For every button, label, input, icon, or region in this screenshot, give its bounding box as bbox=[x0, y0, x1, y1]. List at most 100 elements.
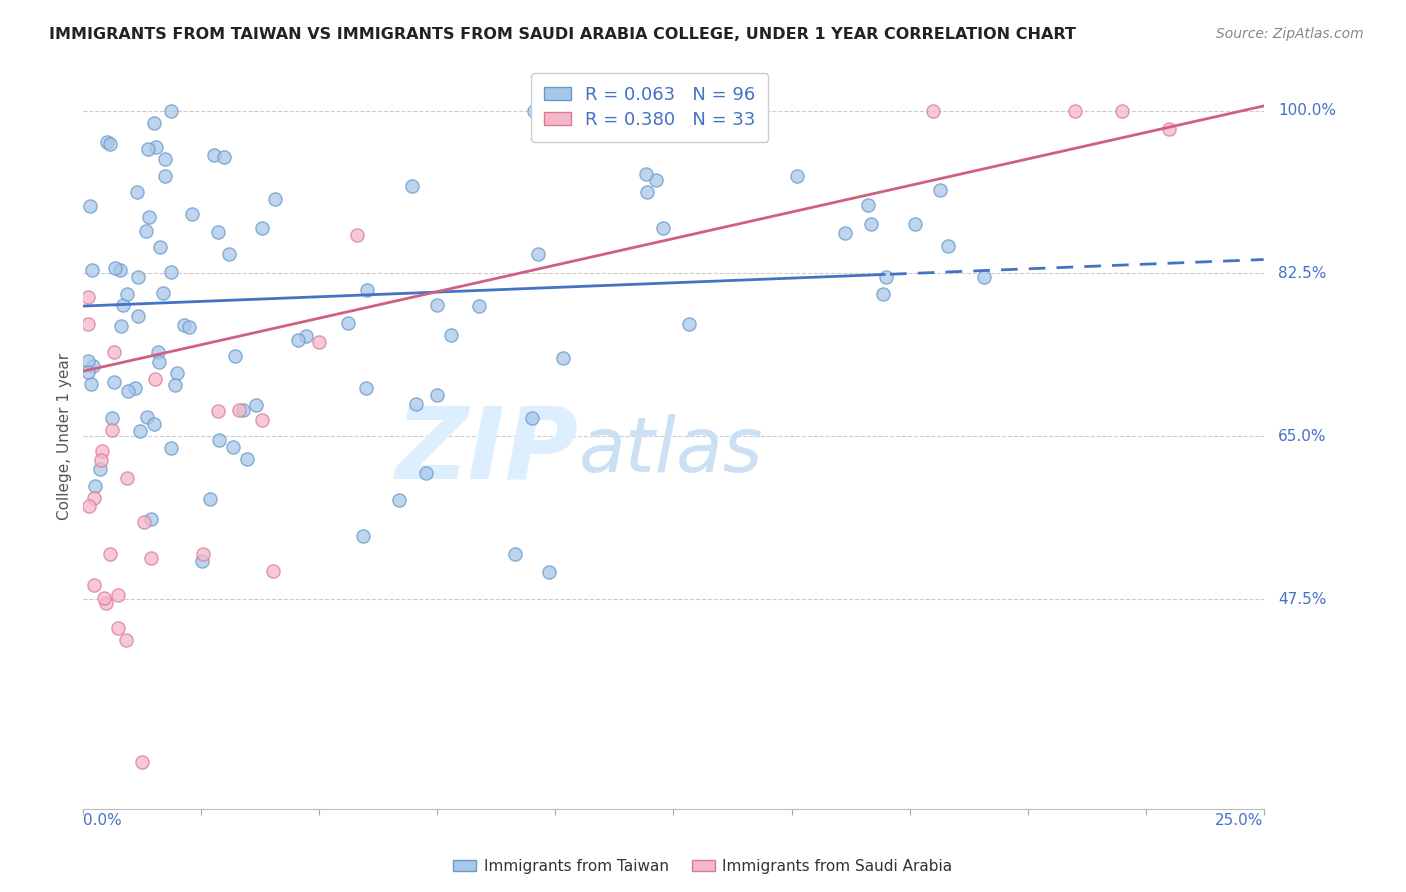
Point bbox=[191, 547, 214, 561]
Point bbox=[82, 359, 104, 373]
Point bbox=[786, 169, 808, 183]
Point bbox=[645, 173, 668, 187]
Point bbox=[104, 261, 127, 276]
Point bbox=[191, 553, 214, 567]
Point bbox=[626, 110, 648, 124]
Point bbox=[922, 103, 945, 118]
Y-axis label: College, Under 1 year: College, Under 1 year bbox=[58, 353, 72, 520]
Point bbox=[160, 442, 183, 456]
Text: 65.0%: 65.0% bbox=[1278, 429, 1326, 444]
Point bbox=[439, 327, 461, 342]
Text: atlas: atlas bbox=[579, 414, 763, 488]
Point bbox=[207, 225, 229, 239]
Point bbox=[107, 588, 129, 602]
Point bbox=[83, 491, 105, 505]
Point bbox=[129, 425, 152, 439]
Point bbox=[117, 384, 139, 398]
Point bbox=[904, 217, 927, 231]
Point bbox=[973, 269, 995, 284]
Point bbox=[159, 265, 181, 279]
Text: 0.0%: 0.0% bbox=[83, 814, 122, 829]
Point bbox=[173, 318, 195, 332]
Text: 47.5%: 47.5% bbox=[1278, 591, 1326, 607]
Point bbox=[236, 451, 259, 466]
Point bbox=[143, 417, 166, 431]
Point bbox=[83, 578, 105, 592]
Point bbox=[538, 565, 561, 579]
Point bbox=[212, 150, 235, 164]
Text: Source: ZipAtlas.com: Source: ZipAtlas.com bbox=[1216, 27, 1364, 41]
Point bbox=[148, 354, 170, 368]
Point bbox=[520, 410, 543, 425]
Point bbox=[93, 591, 115, 605]
Point bbox=[202, 148, 225, 162]
Point bbox=[180, 207, 202, 221]
Text: ZIP: ZIP bbox=[396, 403, 579, 500]
Point bbox=[98, 136, 121, 151]
Point bbox=[112, 298, 135, 312]
Point bbox=[152, 286, 174, 301]
Point bbox=[346, 227, 368, 242]
Point bbox=[163, 377, 186, 392]
Point bbox=[83, 479, 105, 493]
Point bbox=[131, 755, 153, 769]
Legend: R = 0.063   N = 96, R = 0.380   N = 33: R = 0.063 N = 96, R = 0.380 N = 33 bbox=[531, 73, 769, 142]
Point bbox=[405, 397, 427, 411]
Point bbox=[155, 152, 177, 166]
Point bbox=[856, 198, 879, 212]
Point bbox=[166, 366, 188, 380]
Point bbox=[77, 366, 100, 380]
Point bbox=[527, 247, 550, 261]
Point bbox=[107, 621, 129, 635]
Point bbox=[159, 103, 181, 118]
Point bbox=[80, 376, 103, 391]
Point bbox=[1063, 103, 1085, 118]
Point bbox=[928, 182, 950, 196]
Point bbox=[125, 185, 148, 199]
Point bbox=[401, 179, 423, 194]
Point bbox=[652, 220, 675, 235]
Point bbox=[117, 471, 139, 485]
Point bbox=[89, 462, 111, 476]
Point bbox=[207, 404, 229, 418]
Point bbox=[872, 287, 894, 301]
Text: 100.0%: 100.0% bbox=[1278, 103, 1336, 118]
Point bbox=[146, 344, 169, 359]
Point bbox=[79, 199, 101, 213]
Point bbox=[295, 328, 318, 343]
Point bbox=[678, 317, 700, 331]
Text: 25.0%: 25.0% bbox=[1215, 814, 1264, 829]
Point bbox=[1111, 103, 1133, 118]
Point bbox=[523, 103, 546, 118]
Point bbox=[415, 466, 437, 480]
Point bbox=[100, 548, 122, 562]
Point bbox=[208, 433, 231, 447]
Point bbox=[224, 349, 246, 363]
Point bbox=[138, 210, 160, 224]
Point bbox=[127, 309, 149, 323]
Point bbox=[110, 319, 132, 334]
Point bbox=[136, 142, 159, 156]
Point bbox=[90, 453, 112, 467]
Point bbox=[936, 239, 959, 253]
Point bbox=[94, 596, 117, 610]
Point bbox=[468, 299, 491, 313]
Point bbox=[77, 317, 100, 331]
Point bbox=[179, 320, 201, 334]
Point bbox=[77, 353, 100, 368]
Point bbox=[143, 371, 166, 385]
Point bbox=[141, 512, 163, 526]
Point bbox=[834, 226, 856, 240]
Point bbox=[634, 167, 657, 181]
Point bbox=[264, 192, 287, 206]
Point bbox=[90, 444, 112, 458]
Point bbox=[636, 185, 658, 199]
Point bbox=[551, 351, 574, 366]
Point bbox=[337, 317, 360, 331]
Text: 82.5%: 82.5% bbox=[1278, 266, 1326, 281]
Point bbox=[77, 500, 100, 514]
Point bbox=[153, 169, 176, 184]
Point bbox=[426, 298, 449, 312]
Point bbox=[228, 402, 250, 417]
Point bbox=[132, 515, 155, 529]
